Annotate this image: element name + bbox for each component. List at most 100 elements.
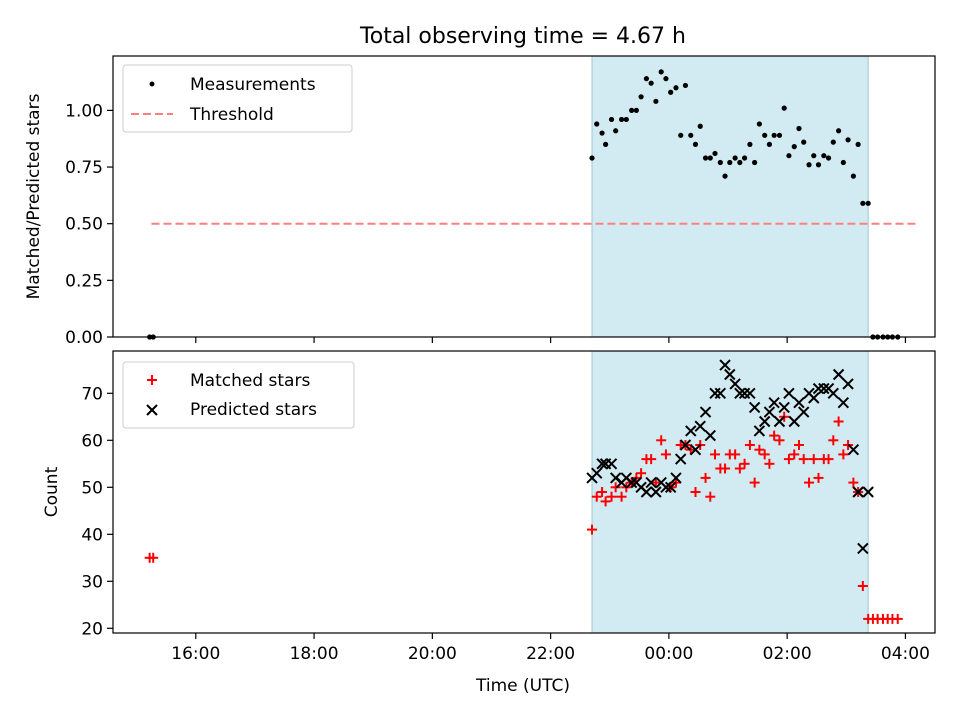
predicted-star-point bbox=[640, 486, 653, 498]
matched-star-point bbox=[789, 449, 800, 460]
predicted-star-point bbox=[645, 476, 657, 489]
y-tick-label: 0.75 bbox=[65, 158, 103, 178]
measurement-point bbox=[697, 123, 703, 129]
measurement-point bbox=[613, 128, 619, 134]
measurement-point bbox=[850, 173, 856, 179]
top-legend-box bbox=[122, 64, 353, 133]
bottom-observing-window bbox=[591, 350, 869, 634]
matched-star-point bbox=[749, 477, 760, 488]
predicted-star-point bbox=[605, 458, 618, 470]
predicted-star-point bbox=[670, 472, 682, 484]
y-tick-label: 0.50 bbox=[65, 215, 103, 235]
x-tick-label: 00:00 bbox=[644, 644, 693, 664]
predicted-star-point bbox=[660, 481, 672, 494]
measurement-point bbox=[845, 137, 851, 143]
y-tick-label: 20 bbox=[81, 619, 103, 639]
measurement-point bbox=[732, 155, 738, 161]
predicted-star-point bbox=[778, 401, 790, 414]
predicted-star-point bbox=[773, 415, 786, 428]
measurement-point bbox=[688, 132, 694, 138]
measurement-point bbox=[603, 141, 609, 147]
y-tick-label: 50 bbox=[81, 478, 103, 498]
matched-star-point bbox=[808, 454, 819, 465]
measurement-point bbox=[752, 159, 758, 166]
bottom-y-ticks: 20 30 40 50 60 70 bbox=[81, 384, 113, 639]
predicted-star-point bbox=[748, 401, 761, 414]
measurement-point bbox=[608, 116, 615, 123]
predicted-star-point bbox=[704, 429, 716, 442]
measurement-point bbox=[643, 76, 650, 82]
measurement-point bbox=[668, 89, 674, 95]
chart-title: Total observing time = 4.67 h bbox=[359, 24, 686, 49]
matched-star-point bbox=[734, 463, 745, 474]
bottom-x-ticks: 16:00 18:00 20:00 22:00 00:00 02:00 04:00 bbox=[171, 633, 930, 664]
measurement-point bbox=[860, 200, 866, 206]
matched-star-point bbox=[705, 491, 716, 502]
measurement-point bbox=[830, 139, 836, 145]
predicted-star-point bbox=[679, 439, 692, 451]
matched-star-point bbox=[587, 524, 598, 535]
legend-x-glyph bbox=[146, 404, 158, 416]
predicted-star-point bbox=[758, 415, 771, 428]
top-x-ticks bbox=[195, 337, 907, 343]
predicted-star-point bbox=[650, 486, 662, 498]
matched-star-point bbox=[660, 449, 671, 460]
predicted-star-point bbox=[724, 368, 736, 381]
measurement-point bbox=[737, 159, 743, 166]
predicted-star-point bbox=[768, 396, 780, 409]
bottom-axes-frame bbox=[112, 350, 936, 634]
measurement-point bbox=[638, 94, 644, 100]
measurement-point bbox=[658, 69, 664, 75]
predicted-star-point bbox=[808, 392, 820, 404]
predicted-star-point bbox=[734, 387, 746, 400]
matched-star-point bbox=[813, 472, 824, 483]
measurement-point bbox=[836, 128, 842, 134]
measurement-point bbox=[811, 153, 817, 159]
measurement-point bbox=[623, 116, 629, 123]
predicted-star-point bbox=[788, 415, 800, 428]
matched-star-point bbox=[769, 430, 780, 441]
measurement-point bbox=[682, 82, 689, 89]
matched-star-point bbox=[764, 458, 775, 469]
predicted-star-point bbox=[596, 458, 608, 470]
x-tick-label: 22:00 bbox=[526, 644, 575, 664]
top-observing-window bbox=[591, 55, 869, 338]
legend-matched-marker bbox=[147, 375, 157, 385]
bottom-legend: Matched stars Predicted stars bbox=[122, 361, 355, 429]
measurement-point bbox=[712, 150, 718, 157]
matched-star-point bbox=[754, 444, 765, 455]
measurement-point bbox=[741, 155, 748, 161]
matched-star-point bbox=[744, 440, 755, 450]
x-tick-label: 18:00 bbox=[290, 644, 339, 664]
predicted-star-point bbox=[719, 359, 731, 371]
matched-star-point bbox=[646, 454, 657, 465]
matched-star-point bbox=[690, 487, 701, 497]
measurement-points bbox=[147, 69, 901, 340]
legend-matched-label: Matched stars bbox=[190, 371, 310, 391]
predicted-star-point bbox=[798, 406, 810, 418]
predicted-star-point bbox=[832, 368, 845, 381]
y-tick-label: 0.25 bbox=[65, 271, 103, 291]
measurement-point bbox=[692, 141, 699, 147]
y-tick-label: 1.00 bbox=[65, 101, 103, 121]
top-y-ticks: 0.00 0.25 0.50 0.75 1.00 bbox=[65, 101, 113, 348]
matched-star-point bbox=[610, 482, 621, 493]
matched-star-point bbox=[793, 440, 804, 450]
legend-measurements-marker bbox=[149, 81, 155, 87]
predicted-star-point bbox=[857, 542, 869, 555]
predicted-star-point bbox=[591, 467, 603, 479]
matched-star-point bbox=[710, 449, 721, 460]
matched-star-point bbox=[804, 477, 815, 488]
measurement-point bbox=[756, 121, 762, 127]
predicted-star-point bbox=[818, 382, 830, 395]
predicted-star-point bbox=[685, 425, 697, 437]
matched-star-point bbox=[616, 491, 627, 502]
y-tick-label: 70 bbox=[81, 384, 103, 404]
x-tick-label: 16:00 bbox=[171, 644, 220, 664]
measurement-point bbox=[594, 121, 600, 127]
measurement-point bbox=[801, 139, 807, 145]
matched-star-point bbox=[606, 491, 617, 502]
predicted-star-point bbox=[744, 387, 756, 400]
measurement-point bbox=[663, 76, 669, 82]
x-tick-label: 20:00 bbox=[408, 644, 457, 664]
